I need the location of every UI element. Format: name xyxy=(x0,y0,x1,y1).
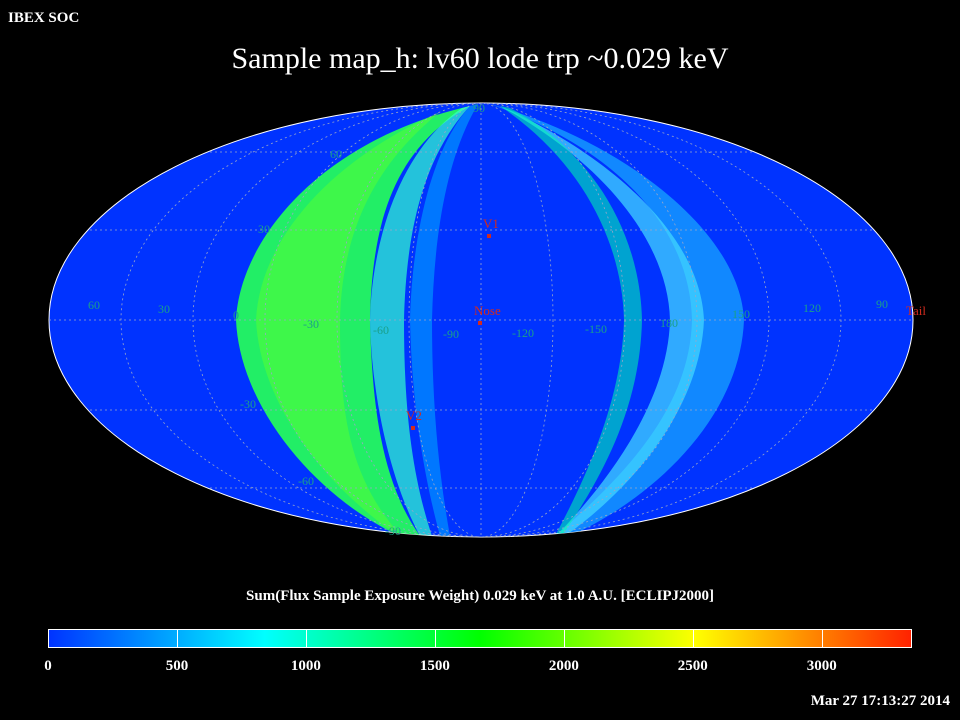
lat-label-m90: -90 xyxy=(385,524,401,538)
marker-v1-label: V1 xyxy=(483,216,499,231)
colorbar-tick-label: 1500 xyxy=(419,658,450,674)
lon-label-m120: -120 xyxy=(512,326,534,340)
lon-label-180: 180 xyxy=(660,316,678,330)
marker-nose-label: Nose xyxy=(474,303,501,318)
lon-label-30: 30 xyxy=(158,302,170,316)
lat-label-90: 90 xyxy=(473,101,485,115)
markers: V1 Nose V2 Tail xyxy=(406,216,926,430)
colorbar-tick xyxy=(821,630,823,647)
colorbar-tick xyxy=(563,630,565,647)
timestamp: Mar 27 17:13:27 2014 xyxy=(810,693,950,709)
colorbar-tick-label: 3000 xyxy=(806,658,837,674)
ibex-soc-label: IBEX SOC xyxy=(8,10,80,26)
lat-label-m60: -60 xyxy=(298,474,314,488)
colorbar-tick-label: 500 xyxy=(165,658,189,674)
band-layer xyxy=(49,103,913,537)
graticule-labels: 90 60 30 -30 -60 -90 60 30 0 -30 -60 -90… xyxy=(88,101,888,538)
lon-label-m90: -90 xyxy=(443,327,459,341)
colorbar-tick xyxy=(434,630,436,647)
lon-label-m30: -30 xyxy=(303,317,319,331)
lon-label-90: 90 xyxy=(876,297,888,311)
marker-v2-label: V2 xyxy=(406,408,422,423)
colorbar xyxy=(48,629,912,648)
colorbar-label: Sum(Flux Sample Exposure Weight) 0.029 k… xyxy=(246,588,714,604)
colorbar-tick-label: 1000 xyxy=(290,658,321,674)
lon-label-60: 60 xyxy=(88,298,100,312)
left-band xyxy=(236,104,478,536)
colorbar-tick xyxy=(692,630,694,647)
map-title: Sample map_h: lv60 lode trp ~0.029 keV xyxy=(231,42,729,75)
marker-nose xyxy=(478,321,482,325)
graticule xyxy=(49,103,913,537)
lat-label-m30: -30 xyxy=(240,397,256,411)
colorbar-tick-label: 0 xyxy=(44,658,52,674)
lon-label-m60: -60 xyxy=(373,323,389,337)
colorbar-tick-label: 2500 xyxy=(677,658,708,674)
marker-tail-label: Tail xyxy=(906,303,926,318)
colorbar-gradient xyxy=(49,630,911,647)
colorbar-tick xyxy=(176,630,178,647)
marker-v2 xyxy=(411,426,415,430)
marker-v1 xyxy=(487,234,491,238)
lat-label-60: 60 xyxy=(330,147,342,161)
lon-label-120: 120 xyxy=(803,301,821,315)
colorbar-tick xyxy=(305,630,307,647)
colorbar-tick-label: 2000 xyxy=(548,658,579,674)
lat-label-30: 30 xyxy=(258,222,270,236)
lon-label-m150: -150 xyxy=(585,322,607,336)
lon-label-0: 0 xyxy=(233,308,239,322)
lon-label-150: 150 xyxy=(732,307,750,321)
